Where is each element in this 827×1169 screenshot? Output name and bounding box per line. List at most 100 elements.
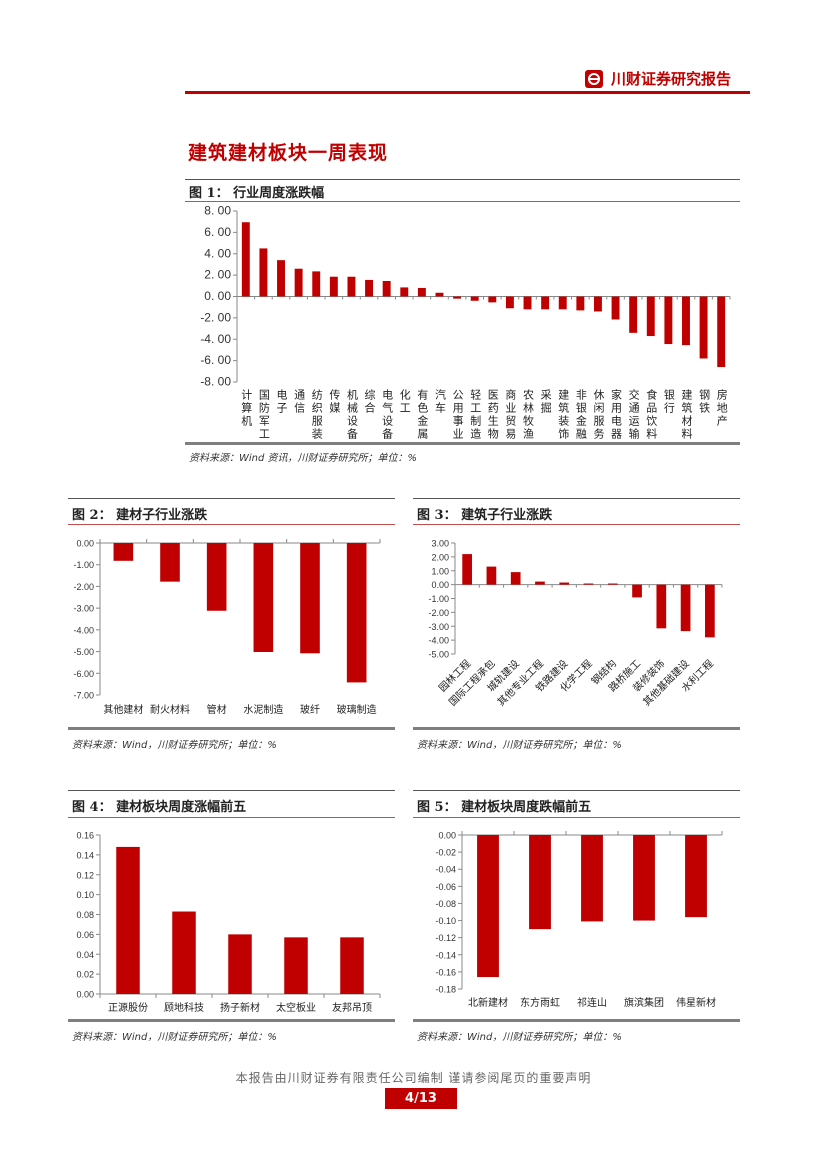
y-tick-label: -0.06 <box>435 882 456 892</box>
figure-top-rule <box>413 498 740 499</box>
y-tick-label: 0.12 <box>76 870 94 880</box>
figure-title-rule <box>68 817 395 818</box>
bar-钢铁 <box>699 296 708 359</box>
x-category-label: 水泥制造 <box>243 703 283 716</box>
bar-北新建材 <box>477 835 499 978</box>
x-category-label: 计算机 <box>240 389 253 428</box>
x-category-label: 钢铁 <box>698 389 711 415</box>
y-tick-label: 0.16 <box>76 831 94 841</box>
y-tick-label: -8. 00 <box>200 375 231 389</box>
industry-weekly-change-chart: -8. 00 -6. 00 -4. 00 -2. 00 0. 00 2. 00 4. 00 6… <box>200 204 731 441</box>
x-category-label: 商业贸易 <box>504 388 517 441</box>
figure-title-rule <box>185 201 740 202</box>
bar-其他建材 <box>113 543 134 561</box>
x-category-label: 旗滨集团 <box>624 996 664 1009</box>
bar-有色金属 <box>417 287 426 297</box>
bar-友邦吊顶 <box>340 937 364 994</box>
figure-source: 资料来源：Wind，川财证券研究所；单位：% <box>417 740 622 751</box>
x-category-label: 伟星新材 <box>676 996 716 1009</box>
bar-路桥施工 <box>632 584 642 598</box>
x-category-label: 休闲服务 <box>592 389 605 441</box>
bar-建筑装饰 <box>558 296 567 310</box>
y-tick-label: -0.18 <box>435 985 456 995</box>
bar-银行 <box>664 296 673 345</box>
y-tick-label: 0.04 <box>76 950 94 960</box>
bar-耐火材料 <box>160 543 180 582</box>
y-tick-label: 0.00 <box>76 539 94 549</box>
figure-bottom-rule <box>68 1019 395 1022</box>
y-tick-label: 0.00 <box>431 580 449 590</box>
x-category-label: 机械设备 <box>345 388 358 441</box>
x-category-label: 扬子新材 <box>220 1001 260 1014</box>
construction-subindustry-chart: -5.00 -4.00 -3.00 -2.00 -1.00 0.00 1.00 2.00 3.0… <box>428 539 723 709</box>
top5-losers-chart: -0.18 -0.16 -0.14 -0.12 -0.10 -0.08 -0.06 -0.04… <box>435 831 723 1009</box>
bar-食品饮料 <box>646 296 655 337</box>
bar-非银金融 <box>576 296 585 311</box>
y-tick-label: 0.02 <box>76 970 94 980</box>
figure-source: 资料来源：Wind，川财证券研究所；单位：% <box>417 1032 622 1043</box>
bar-通信 <box>294 268 303 297</box>
figure-top-rule <box>68 790 395 791</box>
x-category-label: 非银金融 <box>574 389 587 441</box>
figure-1: 图 1： 行业周度涨跌幅 -8. 00 -6. 00 -4. 00 -2. 00 0. … <box>185 179 740 469</box>
y-tick-label: -0.10 <box>435 916 456 926</box>
bar-建筑材料 <box>682 296 690 346</box>
x-category-label: 交通运输 <box>627 388 640 441</box>
x-category-label: 传媒 <box>328 389 341 415</box>
bar-农林牧渔 <box>523 296 532 310</box>
x-category-label: 公用事业 <box>451 389 464 441</box>
x-category-label: 其他建材 <box>103 703 143 716</box>
bar-玻璃制造 <box>346 543 367 683</box>
y-tick-label: 0.00 <box>76 990 94 1000</box>
figure-title-rule <box>413 524 740 525</box>
y-tick-label: 8. 00 <box>204 204 231 218</box>
bar-商业贸易 <box>505 296 514 309</box>
bar-太空板业 <box>284 937 308 994</box>
bar-电子 <box>277 260 285 297</box>
bar-正源股份 <box>116 846 140 994</box>
y-tick-label: -7.00 <box>73 691 94 701</box>
bar-旗滨集团 <box>633 835 655 921</box>
y-tick-label: 0.08 <box>76 910 94 920</box>
bar-传媒 <box>329 276 338 297</box>
bar-管材 <box>206 543 227 611</box>
y-tick-label: 3.00 <box>431 539 449 549</box>
figure-title: 图 1： 行业周度涨跌幅 <box>189 186 325 201</box>
bar-扬子新材 <box>228 934 252 994</box>
x-category-label: 北新建材 <box>468 996 508 1009</box>
y-tick-label: 4. 00 <box>204 246 231 260</box>
figure-5: 图 5： 建材板块周度跌幅前五 -0.18 -0.16 -0.14 -0.12 -0.1… <box>413 790 740 1045</box>
y-tick-label: -4.00 <box>428 636 449 646</box>
bar-综合 <box>365 279 374 297</box>
figure-bottom-rule <box>413 727 740 730</box>
x-category-label: 国防军工 <box>257 389 270 441</box>
bar-轻工制造 <box>470 296 479 301</box>
brand-name: 川财证券研究报告 <box>611 70 732 88</box>
x-category-label: 玻璃制造 <box>337 703 377 716</box>
x-category-label: 采掘 <box>539 389 552 415</box>
y-tick-label: -0.02 <box>435 848 456 858</box>
figure-source: 资料来源：Wind 资讯，川财证券研究所；单位：% <box>189 453 418 464</box>
y-tick-label: -5.00 <box>73 647 94 657</box>
y-tick-label: -2.00 <box>73 582 94 592</box>
x-category-label: 电气设备 <box>381 389 394 441</box>
y-tick-label: -2. 00 <box>200 310 231 324</box>
y-tick-label: 0. 00 <box>204 289 231 303</box>
figure-title: 图 4： 建材板块周度涨幅前五 <box>72 800 247 815</box>
y-tick-label: 1.00 <box>431 566 449 576</box>
figure-title-rule <box>68 524 395 525</box>
x-category-label: 友邦吊顶 <box>332 1001 372 1014</box>
figure-top-rule <box>68 498 395 499</box>
x-category-label: 管材 <box>207 703 227 716</box>
bar-玻纤 <box>300 543 320 654</box>
bar-其他专业工程 <box>535 581 545 585</box>
bar-园林工程 <box>462 554 472 585</box>
x-category-label: 通信 <box>293 389 306 415</box>
bar-顾地科技 <box>172 911 196 994</box>
bar-水泥制造 <box>253 543 274 653</box>
y-tick-label: -6.00 <box>73 669 94 679</box>
figure-source: 资料来源：Wind，川财证券研究所；单位：% <box>72 1032 277 1043</box>
bar-钢结构 <box>607 583 618 585</box>
y-tick-label: -1.00 <box>428 594 449 604</box>
x-category-label: 食品饮料 <box>645 388 658 441</box>
